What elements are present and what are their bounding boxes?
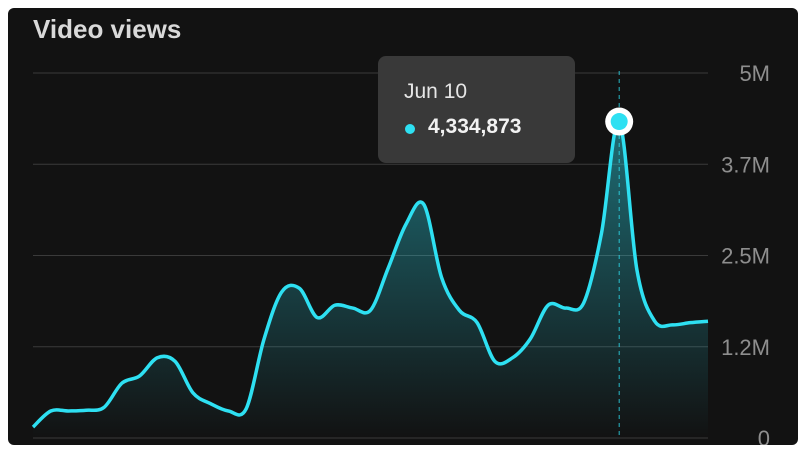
tooltip: Jun 10 4,334,873 [378, 56, 575, 163]
tooltip-value: 4,334,873 [428, 115, 522, 138]
y-tick-label: 3.7M [721, 152, 770, 177]
series-color-dot [405, 124, 415, 134]
area-fill [33, 121, 708, 438]
area-chart[interactable]: 0 1.2M 2.5M 3.7M 5M [8, 8, 798, 445]
series-line [31, 119, 709, 429]
chart-card: Video views 0 1.2M 2.5M 3.7M 5M Jun 10 4,334… [8, 8, 798, 445]
y-tick-label: 2.5M [721, 244, 770, 269]
chart-title: Video views [33, 14, 182, 44]
y-tick-label: 0 [758, 426, 770, 445]
y-tick-label: 5M [739, 61, 770, 86]
y-tick-label: 1.2M [721, 335, 770, 360]
highlight-point [610, 113, 628, 131]
tooltip-date: Jun 10 [404, 80, 468, 103]
